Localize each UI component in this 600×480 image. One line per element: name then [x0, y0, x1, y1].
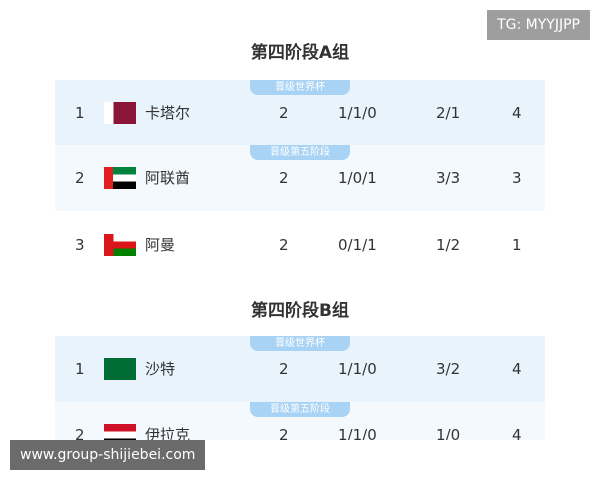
team-name: 卡塔尔 — [145, 104, 191, 122]
points: 4 — [512, 360, 522, 378]
status-badge: 晋级世界杯 — [250, 80, 350, 95]
watermark: TG: MYYJJPP — [487, 10, 590, 40]
record: 1/0/1 — [338, 169, 377, 187]
rank: 2 — [75, 169, 85, 187]
watermark: www.group-shijiebei.com — [10, 440, 206, 470]
flag — [104, 167, 136, 189]
team-name: 阿曼 — [145, 236, 176, 254]
team-name: 阿联酋 — [145, 169, 191, 187]
played: 2 — [279, 426, 289, 440]
status-badge: 晋级第五阶段 — [250, 145, 350, 160]
rank: 1 — [75, 360, 85, 378]
standing-row: 晋级世界杯 1 沙特 2 1/1/0 3/2 4 — [55, 336, 545, 402]
rank: 2 — [75, 426, 85, 440]
standing-row: 3 阿曼 2 0/1/1 1/2 1 — [55, 212, 545, 278]
points: 4 — [512, 426, 522, 440]
status-badge: 晋级第五阶段 — [250, 402, 350, 417]
played: 2 — [279, 104, 289, 122]
flag — [104, 102, 136, 124]
status-badge: 晋级世界杯 — [250, 336, 350, 351]
team-name: 伊拉克 — [145, 426, 191, 440]
table: 第四阶段A组晋级世界杯 1 卡塔尔 2 1/1/0 2/1 4 晋级第五阶段 2 阿联酋 2 1/0/… — [55, 43, 545, 440]
team-name: 沙特 — [145, 360, 176, 378]
goals: 3/2 — [436, 360, 461, 378]
group-title: 第四阶段B组 — [251, 301, 349, 321]
standing-row: 晋级第五阶段 2 伊拉克 2 1/1/0 1/0 4 — [55, 402, 545, 440]
played: 2 — [279, 360, 289, 378]
standing-row: 晋级第五阶段 2 阿联酋 2 1/0/1 3/3 3 — [55, 145, 545, 211]
goals: 2/1 — [436, 104, 461, 122]
played: 2 — [279, 169, 289, 187]
flag — [104, 358, 136, 380]
rank: 3 — [75, 236, 85, 254]
record: 1/1/0 — [338, 426, 377, 440]
goals: 1/0 — [436, 426, 461, 440]
flag — [104, 424, 136, 440]
rank: 1 — [75, 104, 85, 122]
points: 3 — [512, 169, 522, 187]
flag — [104, 234, 136, 256]
record: 1/1/0 — [338, 104, 377, 122]
standing-row: 晋级世界杯 1 卡塔尔 2 1/1/0 2/1 4 — [55, 80, 545, 146]
goals: 3/3 — [436, 169, 461, 187]
group-title: 第四阶段A组 — [250, 43, 350, 63]
played: 2 — [279, 236, 289, 254]
points: 4 — [512, 104, 522, 122]
record: 1/1/0 — [338, 360, 377, 378]
goals: 1/2 — [436, 236, 461, 254]
points: 1 — [512, 236, 522, 254]
record: 0/1/1 — [338, 236, 377, 254]
